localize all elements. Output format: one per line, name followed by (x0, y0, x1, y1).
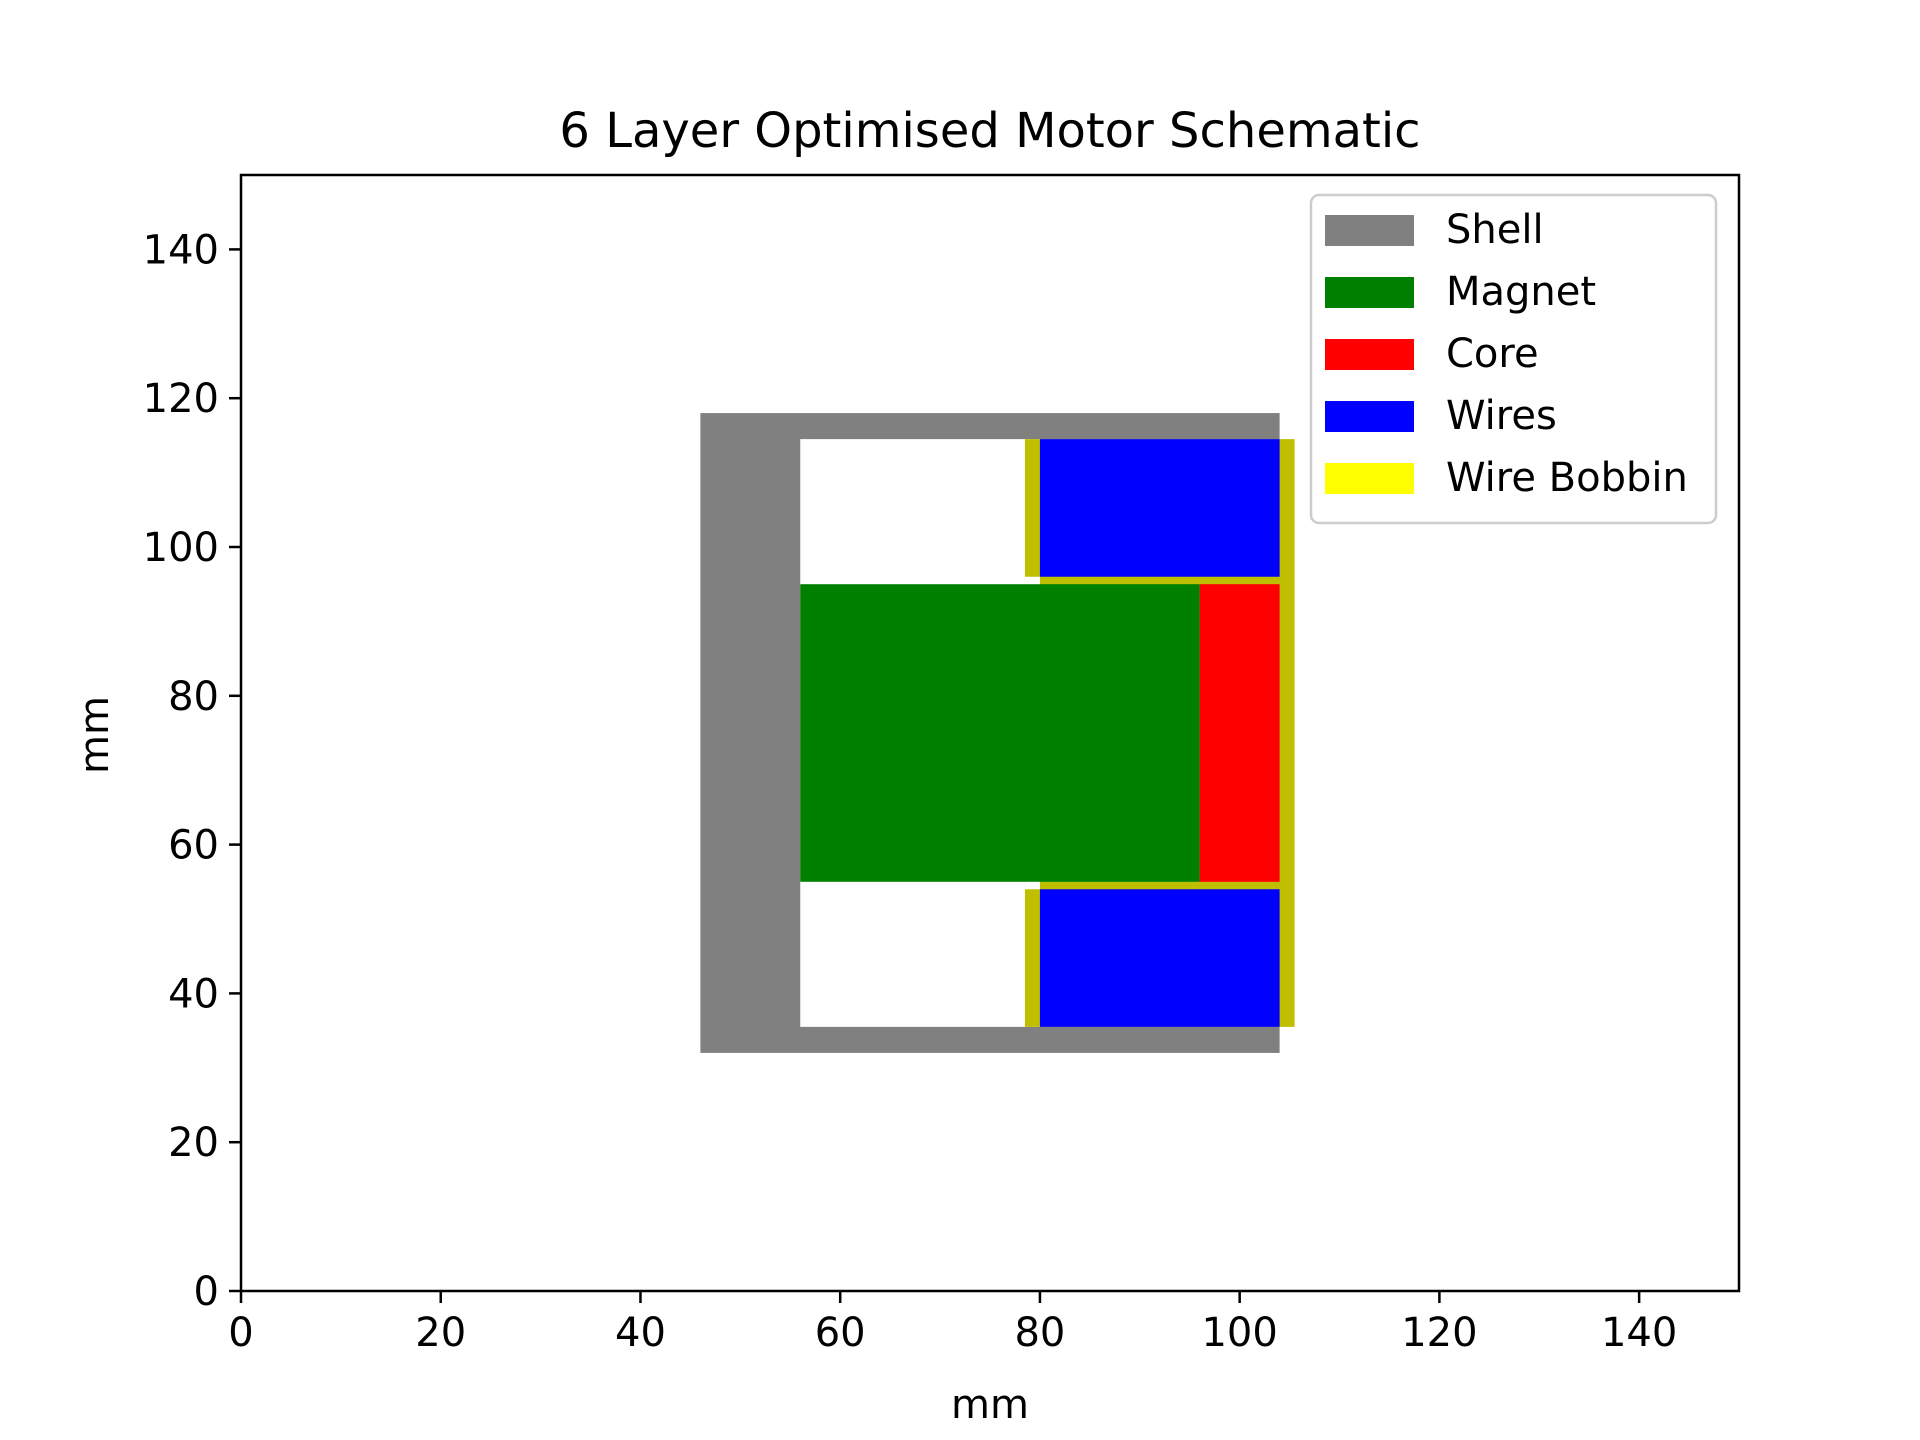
plot-area-frame (239, 173, 1741, 1293)
x-tick-label: 140 (1601, 1310, 1677, 1356)
y-tick-label: 140 (143, 227, 219, 273)
y-tick-label: 40 (168, 971, 219, 1017)
legend-label: Magnet (1446, 269, 1596, 315)
x-tick-label: 80 (1014, 1310, 1065, 1356)
y-tick-label: 60 (168, 823, 219, 869)
x-axis-label: mm (951, 1382, 1029, 1428)
legend-swatch (1325, 463, 1414, 494)
y-tick-label: 80 (168, 674, 219, 720)
x-tick-label: 120 (1401, 1310, 1477, 1356)
legend: Shell Magnet Core Wires Wire Bobbin (1309, 193, 1718, 525)
magnet-rect (800, 584, 1200, 882)
legend-swatch (1325, 215, 1414, 246)
y-tick-label: 120 (143, 376, 219, 422)
legend-label: Wires (1446, 393, 1557, 439)
legend-label: Shell (1446, 207, 1544, 253)
wires-bottom-rect (1039, 889, 1280, 1027)
x-tick-label: 20 (415, 1310, 466, 1356)
legend-label: Core (1446, 331, 1539, 377)
x-tick-label: 60 (815, 1310, 866, 1356)
y-tick-label: 100 (143, 525, 219, 571)
x-tick-label: 40 (615, 1310, 666, 1356)
axis-ticks: 0 20 40 60 80 100 120 140 0 20 40 60 80 100 120 140 (143, 227, 1678, 1356)
x-tick-label: 0 (228, 1310, 253, 1356)
y-tick-label: 20 (168, 1120, 219, 1166)
core-rect (1199, 584, 1280, 882)
legend-swatch (1325, 339, 1414, 370)
schematic-shapes (700, 413, 1295, 1053)
y-tick-label: 0 (194, 1269, 219, 1315)
chart-title: 6 Layer Optimised Motor Schematic (559, 103, 1420, 159)
x-tick-label: 100 (1201, 1310, 1277, 1356)
wires-top-rect (1039, 439, 1280, 577)
legend-swatch (1325, 277, 1414, 308)
legend-label: Wire Bobbin (1446, 455, 1688, 501)
y-axis-label: mm (72, 696, 118, 774)
legend-swatch (1325, 401, 1414, 432)
